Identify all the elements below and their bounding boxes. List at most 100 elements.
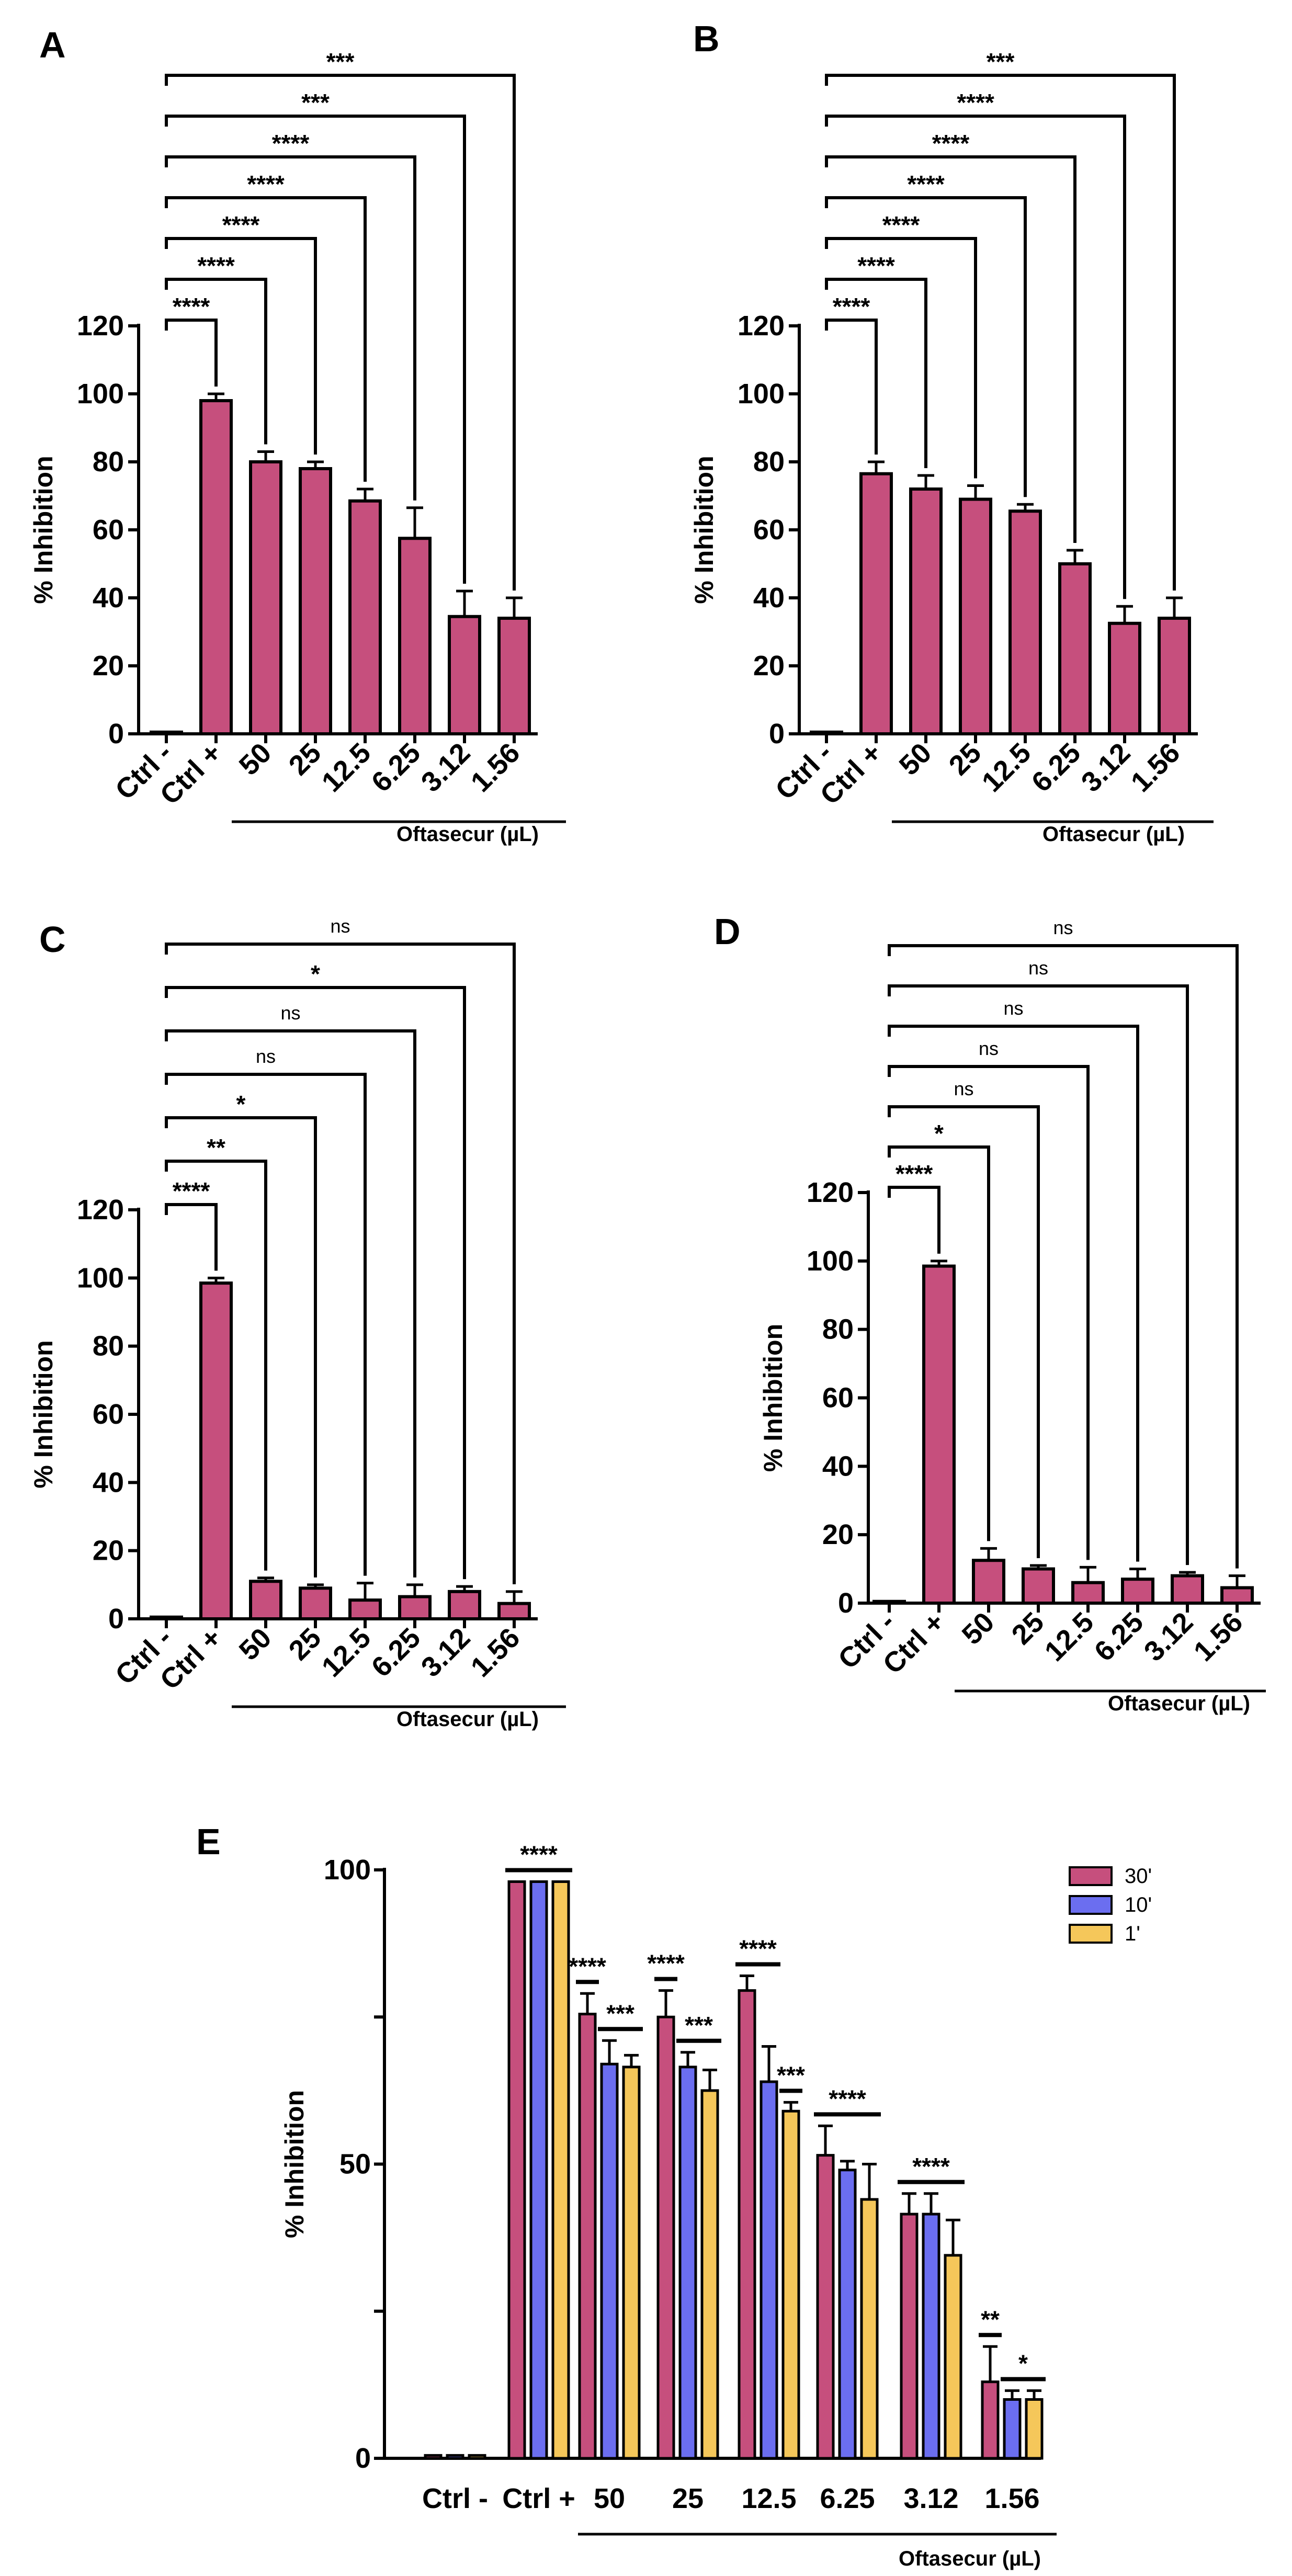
legend-swatch (1069, 1866, 1113, 1886)
group-label: Oftasecur (µL) (1108, 1692, 1250, 1715)
significance-bracket (825, 196, 1027, 497)
bar (859, 472, 893, 735)
significance-label: **** (197, 252, 235, 279)
significance-bracket (888, 1105, 1040, 1559)
bar (656, 2015, 675, 2460)
bar (199, 399, 233, 735)
significance-bracket (165, 74, 516, 591)
bar (448, 1590, 481, 1621)
bar (398, 537, 432, 735)
y-tick-label: 120 (738, 310, 785, 342)
bar (424, 2454, 443, 2460)
x-tick-label: 6.25 (820, 2483, 875, 2514)
significance-label: * (236, 1091, 246, 1118)
bar (944, 2254, 962, 2460)
significance-label: ns (330, 915, 350, 937)
y-tick-label: 0 (838, 1587, 854, 1619)
significance-label: **** (173, 293, 210, 320)
y-tick-label: 120 (77, 1194, 124, 1225)
bar (398, 1595, 432, 1620)
significance-label: **** (222, 211, 260, 239)
y-tick-label: 100 (738, 378, 785, 410)
bar (448, 615, 481, 735)
significance-label: ns (256, 1046, 276, 1067)
x-tick-label: 6.25 (1026, 737, 1087, 798)
x-tick-label: 12.5 (976, 737, 1037, 798)
significance-bracket (825, 237, 977, 479)
y-tick-label: 0 (355, 2443, 371, 2474)
significance-bracket (888, 984, 1189, 1565)
bar (600, 2062, 619, 2460)
significance-label: ns (1003, 997, 1023, 1019)
significance-label: **** (896, 1160, 933, 1187)
significance-bracket (165, 278, 267, 445)
significance-label: * (311, 960, 320, 988)
y-tick-label: 20 (822, 1519, 854, 1550)
x-tick-label: 1.56 (984, 2483, 1039, 2514)
y-axis-title: % Inhibition (29, 1340, 58, 1488)
x-tick-label: 3.12 (1138, 1606, 1199, 1667)
bar (959, 497, 992, 735)
panel-letter: C (39, 919, 66, 960)
significance-label: ns (1028, 957, 1048, 979)
x-tick-label: 50 (233, 737, 278, 781)
significance-label: ns (1053, 917, 1073, 938)
bar (738, 1989, 756, 2460)
bar (922, 1264, 956, 1605)
bar (1158, 617, 1191, 735)
panel-letter: B (693, 18, 720, 59)
significance-label: *** (987, 48, 1015, 75)
bar (551, 1880, 570, 2460)
y-tick-label: 120 (807, 1177, 854, 1208)
x-tick-label: 3.12 (415, 737, 477, 798)
significance-label: ns (954, 1078, 973, 1099)
bar (972, 1559, 1005, 1605)
significance-bracket (165, 1160, 267, 1571)
bar (678, 2066, 697, 2460)
x-tick-label: Ctrl + (502, 2483, 575, 2514)
x-tick-label: 3.12 (903, 2483, 958, 2514)
bar (1008, 509, 1042, 735)
significance-label: **** (173, 1177, 210, 1205)
group-label: Oftasecur (µL) (1042, 823, 1185, 846)
bar (1121, 1578, 1154, 1605)
y-tick-label: 40 (93, 582, 124, 614)
significance-bracket (888, 1186, 940, 1254)
significance-bracket (165, 1203, 218, 1271)
y-tick-label: 0 (769, 718, 785, 750)
significance-label: **** (932, 130, 970, 157)
bar (1003, 2398, 1022, 2460)
x-tick-label: 25 (672, 2483, 704, 2514)
significance-label: **** (833, 293, 870, 320)
x-tick-label: 12.5 (316, 737, 377, 798)
x-tick-label: 6.25 (366, 737, 427, 798)
x-tick-label: 1.56 (1125, 737, 1186, 798)
bar (249, 1580, 282, 1620)
significance-label: *** (326, 48, 355, 75)
bar (249, 460, 282, 735)
significance-bracket (165, 1116, 317, 1578)
legend-label: 1' (1125, 1922, 1140, 1945)
x-tick-label: 12.5 (741, 2483, 796, 2514)
significance-bracket (165, 319, 218, 387)
significance-label: ns (280, 1002, 300, 1024)
bar (1108, 621, 1141, 735)
x-tick-label: 12.5 (316, 1622, 377, 1683)
significance-label: *** (777, 2061, 805, 2089)
y-tick-label: 100 (77, 378, 124, 410)
panel-letter: E (196, 1821, 221, 1862)
significance-label: *** (606, 2000, 634, 2027)
group-label: Oftasecur (µL) (396, 1708, 539, 1731)
group-label: Oftasecur (µL) (396, 823, 539, 846)
bar (900, 2212, 919, 2460)
bar (497, 617, 531, 735)
significance-bracket (888, 1065, 1090, 1560)
y-axis-title: % Inhibition (29, 456, 58, 604)
x-tick-label: 1.56 (1188, 1606, 1249, 1667)
bar (922, 2212, 940, 2460)
x-tick-label: 12.5 (1039, 1606, 1100, 1667)
y-axis-title: % Inhibition (758, 1324, 788, 1472)
